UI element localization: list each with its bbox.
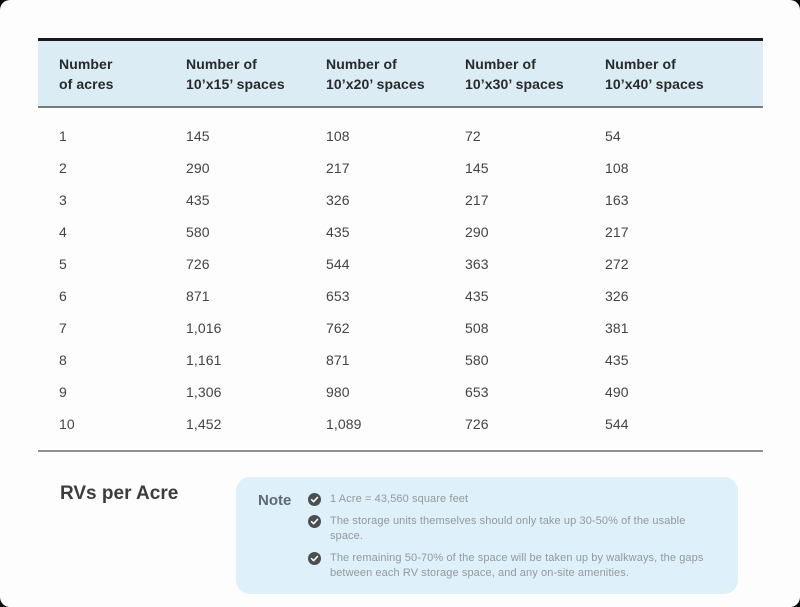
table-cell: 8	[59, 352, 67, 368]
table-cell: 290	[465, 224, 489, 240]
table-cell: 1,452	[186, 416, 222, 432]
table-cell: 435	[465, 288, 489, 304]
header-line: Number of	[326, 56, 397, 72]
table-cell: 108	[326, 128, 350, 144]
table-row: 10 1,452 1,089 726 544	[38, 408, 763, 440]
table-row: 9 1,306 980 653 490	[38, 376, 763, 408]
table-cell: 217	[605, 224, 629, 240]
table-cell: 10	[59, 416, 75, 432]
table-row: 5 726 544 363 272	[38, 248, 763, 280]
table-cell: 272	[605, 256, 629, 272]
table-cell: 290	[186, 160, 210, 176]
table-cell: 217	[326, 160, 350, 176]
table-row: 4 580 435 290 217	[38, 216, 763, 248]
header-line: 10’x15’ spaces	[186, 76, 285, 92]
check-circle-icon	[308, 493, 321, 506]
table-row: 2 290 217 145 108	[38, 152, 763, 184]
table-cell: 653	[465, 384, 489, 400]
bottom-section: RVs per Acre Note 1 Acre = 43,560 square…	[38, 452, 763, 594]
table-cell: 726	[465, 416, 489, 432]
table-cell: 163	[605, 192, 629, 208]
column-header-10x20: Number of 10’x20’ spaces	[326, 54, 465, 94]
note-item-text: 1 Acre = 43,560 square feet	[330, 493, 469, 505]
table-cell: 435	[605, 352, 629, 368]
header-line: Number	[59, 56, 113, 72]
section-divider	[38, 450, 763, 452]
table-cell: 145	[186, 128, 210, 144]
table-cell: 544	[605, 416, 629, 432]
table-cell: 871	[326, 352, 350, 368]
table-cell: 1,161	[186, 352, 222, 368]
table-cell: 762	[326, 320, 350, 336]
table-row: 7 1,016 762 508 381	[38, 312, 763, 344]
table-cell: 381	[605, 320, 629, 336]
column-header-10x15: Number of 10’x15’ spaces	[186, 54, 326, 94]
table-cell: 72	[465, 128, 481, 144]
column-header-10x40: Number of 10’x40’ spaces	[605, 54, 763, 94]
table-cell: 435	[326, 224, 350, 240]
table-cell: 980	[326, 384, 350, 400]
check-circle-icon	[308, 552, 321, 565]
header-line: Number of	[605, 56, 676, 72]
table-cell: 580	[186, 224, 210, 240]
table-cell: 363	[465, 256, 489, 272]
table-cell: 490	[605, 384, 629, 400]
header-line: Number of	[465, 56, 536, 72]
table-cell: 7	[59, 320, 67, 336]
table-cell: 653	[326, 288, 350, 304]
table-header-row: Number of acres Number of 10’x15’ spaces…	[38, 41, 763, 108]
header-line: 10’x30’ spaces	[465, 76, 564, 92]
table-cell: 54	[605, 128, 621, 144]
column-header-acres: Number of acres	[59, 54, 186, 94]
table-cell: 145	[465, 160, 489, 176]
note-item-text: The remaining 50-70% of the space will b…	[330, 552, 704, 579]
header-line: 10’x40’ spaces	[605, 76, 704, 92]
table-cell: 726	[186, 256, 210, 272]
table-cell: 544	[326, 256, 350, 272]
table-cell: 4	[59, 224, 67, 240]
table-cell: 217	[465, 192, 489, 208]
note-item: The storage units themselves should only…	[308, 514, 716, 544]
table-cell: 2	[59, 160, 67, 176]
table-cell: 1,016	[186, 320, 222, 336]
table-cell: 1,089	[326, 416, 362, 432]
note-item: The remaining 50-70% of the space will b…	[308, 551, 716, 581]
note-item: 1 Acre = 43,560 square feet	[308, 492, 716, 507]
table-row: 6 871 653 435 326	[38, 280, 763, 312]
rv-spaces-table: Number of acres Number of 10’x15’ spaces…	[38, 38, 763, 450]
note-label: Note	[258, 492, 292, 509]
note-box: Note 1 Acre = 43,560 square feet	[236, 477, 738, 594]
table-cell: 871	[186, 288, 210, 304]
check-circle-icon	[308, 515, 321, 528]
table-body: 1 145 108 72 54 2 290 217 145 108 3 435 …	[38, 108, 763, 450]
table-cell: 435	[186, 192, 210, 208]
page-title: RVs per Acre	[60, 483, 179, 504]
table-cell: 6	[59, 288, 67, 304]
table-cell: 580	[465, 352, 489, 368]
table-cell: 326	[326, 192, 350, 208]
note-list: 1 Acre = 43,560 square feet The storage …	[308, 489, 716, 581]
table-row: 1 145 108 72 54	[38, 120, 763, 152]
table-cell: 1,306	[186, 384, 222, 400]
header-line: of acres	[59, 76, 114, 92]
note-item-text: The storage units themselves should only…	[330, 515, 686, 542]
table-cell: 1	[59, 128, 67, 144]
header-line: Number of	[186, 56, 257, 72]
table-cell: 508	[465, 320, 489, 336]
table-cell: 108	[605, 160, 629, 176]
header-line: 10’x20’ spaces	[326, 76, 425, 92]
column-header-10x30: Number of 10’x30’ spaces	[465, 54, 605, 94]
table-cell: 9	[59, 384, 67, 400]
table-cell: 3	[59, 192, 67, 208]
table-cell: 326	[605, 288, 629, 304]
table-row: 8 1,161 871 580 435	[38, 344, 763, 376]
table-cell: 5	[59, 256, 67, 272]
table-row: 3 435 326 217 163	[38, 184, 763, 216]
